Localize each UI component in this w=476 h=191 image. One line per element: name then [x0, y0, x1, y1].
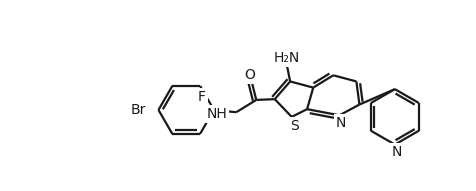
Text: NH: NH: [206, 107, 227, 121]
Text: H₂N: H₂N: [274, 51, 300, 65]
Text: F: F: [198, 90, 206, 104]
Text: S: S: [290, 119, 299, 133]
Text: N: N: [336, 116, 346, 130]
Text: N: N: [391, 145, 402, 159]
Text: O: O: [245, 68, 256, 82]
Text: Br: Br: [131, 103, 146, 117]
